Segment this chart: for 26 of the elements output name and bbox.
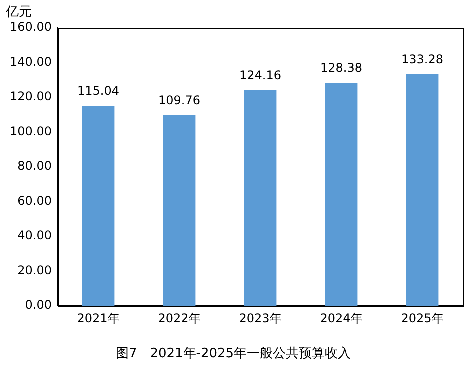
text: 图7 2021年-2025年一般公共预算收入 — [116, 346, 352, 362]
y-tick-label: 40.00 — [18, 228, 52, 243]
y-tick-label: 100.00 — [10, 124, 52, 138]
y-tick-label: 160.00 — [10, 20, 52, 34]
bar — [325, 82, 358, 306]
y-tick-label: 140.00 — [10, 54, 52, 69]
x-tick-label: 2021年 — [77, 311, 120, 326]
x-tick-label: 2025年 — [401, 311, 444, 326]
data-label: 109.76 — [158, 93, 200, 108]
x-tick-label: 2024年 — [320, 311, 363, 326]
y-axis-title: 亿元 — [5, 4, 32, 20]
y-tick-label: 120.00 — [10, 90, 52, 104]
data-label: 133.28 — [402, 52, 444, 67]
bar — [406, 74, 439, 306]
y-tick-label: 80.00 — [18, 159, 52, 174]
x-tick-label: 2023年 — [239, 311, 282, 326]
bar — [244, 90, 277, 306]
bar — [163, 115, 196, 306]
data-label: 124.16 — [239, 68, 282, 82]
y-tick-label: 20.00 — [18, 263, 52, 278]
data-label: 128.38 — [320, 61, 362, 76]
y-tick-label: 0.00 — [25, 298, 52, 312]
x-tick-label: 2022年 — [158, 311, 201, 326]
y-tick-label: 60.00 — [18, 194, 52, 208]
bar — [82, 106, 115, 306]
data-label: 115.04 — [77, 84, 120, 98]
